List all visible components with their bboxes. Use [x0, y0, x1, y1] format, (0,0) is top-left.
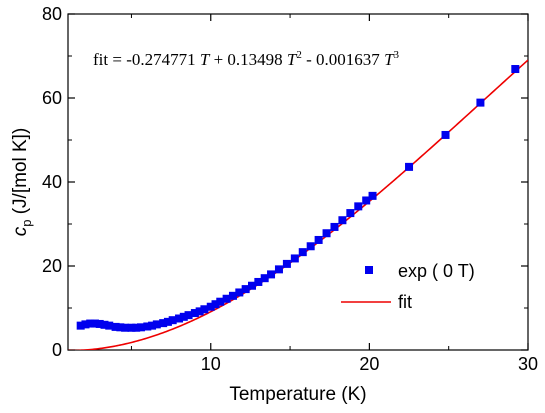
- exp-data-point: [168, 316, 177, 325]
- exp-data-point: [476, 98, 485, 107]
- legend-label-exp: exp ( 0 T): [398, 261, 475, 281]
- legend-marker-exp: [365, 266, 373, 274]
- exp-data-point: [184, 311, 193, 320]
- exp-data-point: [111, 322, 120, 331]
- exp-data-point: [354, 202, 363, 211]
- exp-data-point: [95, 319, 104, 328]
- exp-data-point: [152, 320, 161, 329]
- exp-data-point: [163, 317, 172, 326]
- exp-data-point: [338, 216, 347, 225]
- x-tick-label: 10: [201, 354, 221, 374]
- exp-data-point: [235, 288, 244, 297]
- exp-data-point: [216, 297, 225, 306]
- exp-data-point: [105, 321, 114, 330]
- y-axis-title: cp (J/[mol K]): [10, 128, 34, 237]
- exp-data-point: [298, 248, 307, 257]
- exp-data-point: [190, 309, 199, 318]
- exp-data-point: [362, 196, 371, 205]
- exp-data-point: [322, 229, 331, 238]
- fit-equation-annotation: fit = -0.274771 T + 0.13498 T2 - 0.00163…: [93, 49, 400, 69]
- exp-data-point: [314, 235, 323, 244]
- legend: exp ( 0 T) fit: [341, 261, 475, 312]
- exp-data-point: [159, 319, 168, 328]
- exp-data-point: [267, 270, 276, 279]
- exp-data-point: [511, 65, 520, 74]
- exp-data-point: [136, 323, 145, 332]
- exp-data-point: [274, 265, 283, 274]
- exp-data-point: [260, 274, 269, 283]
- exp-data-point: [195, 307, 204, 316]
- exp-data-point: [81, 320, 90, 329]
- exp-data-point: [116, 323, 125, 332]
- exp-data-point: [241, 285, 250, 294]
- y-tick-label: 0: [52, 340, 62, 360]
- exp-data-point: [222, 294, 231, 303]
- x-tick-label: 20: [359, 354, 379, 374]
- exp-data-point: [143, 322, 152, 331]
- x-tick-label: 30: [518, 354, 538, 374]
- legend-label-fit: fit: [398, 292, 412, 312]
- exp-data-point: [441, 130, 450, 139]
- exp-data-point: [330, 222, 339, 231]
- y-tick-label: 80: [42, 4, 62, 24]
- exp-data-point: [100, 320, 109, 329]
- exp-data-point: [76, 321, 85, 330]
- y-tick-label: 40: [42, 172, 62, 192]
- exp-data-point: [346, 209, 355, 218]
- exp-data-point: [148, 321, 157, 330]
- x-axis-title: Temperature (K): [229, 384, 366, 405]
- exp-data-point: [306, 242, 315, 251]
- exp-data-point: [282, 259, 291, 268]
- exp-data-point: [86, 319, 95, 328]
- fit-curve: [68, 59, 528, 350]
- exp-data-point: [127, 323, 136, 332]
- exp-data-point: [175, 314, 184, 323]
- exp-data-point: [254, 277, 263, 286]
- plot-layer: [68, 59, 528, 350]
- y-tick-label: 20: [42, 256, 62, 276]
- y-tick-label: 60: [42, 88, 62, 108]
- exp-data-point: [248, 281, 256, 290]
- exp-data-point: [368, 191, 377, 200]
- exp-data-point: [405, 162, 414, 171]
- exp-data-point: [290, 254, 299, 263]
- exp-data-point: [132, 323, 141, 332]
- exp-data-point: [179, 312, 188, 321]
- ticks-layer: 10 20 30 0 20 40 60 80: [42, 4, 538, 374]
- exp-data-point: [211, 300, 220, 309]
- exp-data-point: [121, 323, 130, 332]
- exp-data-point: [90, 319, 99, 328]
- exp-data-point: [206, 302, 215, 311]
- exp-data-point: [228, 291, 237, 300]
- exp-data-point: [200, 305, 209, 314]
